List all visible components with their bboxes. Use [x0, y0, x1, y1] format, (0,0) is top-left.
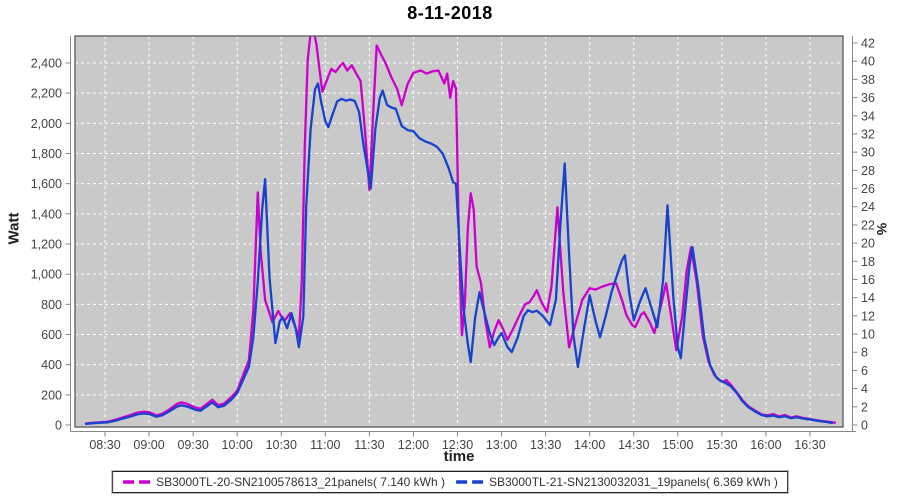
svg-text:12:00: 12:00 — [398, 438, 429, 452]
svg-text:18: 18 — [861, 255, 875, 269]
plot-area: 02004006008001,0001,2001,4001,6001,8002,… — [31, 35, 875, 452]
svg-text:28: 28 — [861, 164, 875, 178]
svg-text:08:30: 08:30 — [89, 438, 120, 452]
svg-text:12:30: 12:30 — [442, 438, 473, 452]
svg-text:16:30: 16:30 — [794, 438, 825, 452]
svg-text:32: 32 — [861, 127, 875, 141]
series-lines — [84, 36, 837, 425]
svg-text:1,200: 1,200 — [31, 238, 62, 252]
svg-text:38: 38 — [861, 73, 875, 87]
x-axis: 08:30 09:00 09:30 10:00 10:30 11:00 11:30 12:00… — [70, 431, 856, 452]
svg-text:09:00: 09:00 — [133, 438, 164, 452]
svg-text:14:30: 14:30 — [618, 438, 649, 452]
watt-axis-label: Watt — [5, 212, 23, 245]
svg-text:14:00: 14:00 — [574, 438, 605, 452]
chart-title: 8-11-2018 — [407, 3, 493, 23]
time-axis-label: time — [443, 448, 475, 465]
percent-axis-label: % — [874, 222, 890, 236]
svg-text:1,400: 1,400 — [31, 207, 62, 221]
legend-label-inverter-21: SB3000TL-21-SN2130032031_19panels( 6.369… — [489, 475, 778, 489]
svg-text:8: 8 — [861, 346, 868, 360]
legend-item-inverter-21: SB3000TL-21-SN2130032031_19panels( 6.369… — [455, 475, 778, 489]
svg-text:1,000: 1,000 — [31, 268, 62, 282]
svg-text:2: 2 — [861, 400, 868, 414]
svg-text:30: 30 — [861, 146, 875, 160]
svg-text:10:00: 10:00 — [222, 438, 253, 452]
svg-text:36: 36 — [861, 91, 875, 105]
svg-text:600: 600 — [41, 328, 62, 342]
legend-item-inverter-20: SB3000TL-20-SN2100578613_21panels( 7.140… — [122, 475, 445, 489]
svg-text:26: 26 — [861, 182, 875, 196]
legend-swatch-blue-icon — [456, 480, 484, 484]
svg-text:14: 14 — [861, 291, 875, 305]
svg-text:12: 12 — [861, 309, 875, 323]
svg-text:2,400: 2,400 — [31, 57, 62, 71]
svg-text:11:30: 11:30 — [354, 438, 384, 452]
svg-text:11:00: 11:00 — [310, 438, 340, 452]
svg-text:34: 34 — [861, 109, 875, 123]
legend-swatch-magenta-icon — [123, 480, 152, 484]
svg-text:4: 4 — [861, 382, 868, 396]
svg-text:42: 42 — [861, 37, 875, 51]
svg-text:2,200: 2,200 — [31, 87, 62, 101]
svg-text:13:30: 13:30 — [530, 438, 561, 452]
svg-text:13:00: 13:00 — [486, 438, 517, 452]
svg-text:24: 24 — [861, 200, 875, 214]
svg-text:1,600: 1,600 — [31, 177, 62, 191]
svg-text:1,800: 1,800 — [31, 147, 62, 161]
svg-text:6: 6 — [861, 364, 868, 378]
series-line-1 — [84, 82, 834, 425]
svg-text:200: 200 — [41, 388, 62, 402]
plot-border — [74, 35, 844, 428]
svg-text:800: 800 — [41, 298, 62, 312]
svg-text:10:30: 10:30 — [266, 438, 297, 452]
svg-text:10: 10 — [861, 328, 875, 342]
svg-text:0: 0 — [55, 419, 62, 433]
svg-text:22: 22 — [861, 218, 875, 232]
svg-text:400: 400 — [41, 358, 62, 372]
svg-text:16:00: 16:00 — [750, 438, 781, 452]
svg-text:20: 20 — [861, 237, 875, 251]
svg-text:15:00: 15:00 — [662, 438, 693, 452]
svg-text:09:30: 09:30 — [177, 438, 208, 452]
y-axis-left: 0 200 400 600 800 1,000 1,200 1,400 1,600 1,800 2,… — [31, 36, 71, 433]
legend-label-inverter-20: SB3000TL-20-SN2100578613_21panels( 7.140… — [156, 475, 445, 489]
svg-text:15:30: 15:30 — [706, 438, 737, 452]
svg-text:2,000: 2,000 — [31, 117, 62, 131]
svg-text:16: 16 — [861, 273, 875, 287]
legend: SB3000TL-20-SN2100578613_21panels( 7.140… — [111, 470, 789, 494]
svg-text:0: 0 — [861, 419, 868, 433]
svg-text:40: 40 — [861, 55, 875, 69]
